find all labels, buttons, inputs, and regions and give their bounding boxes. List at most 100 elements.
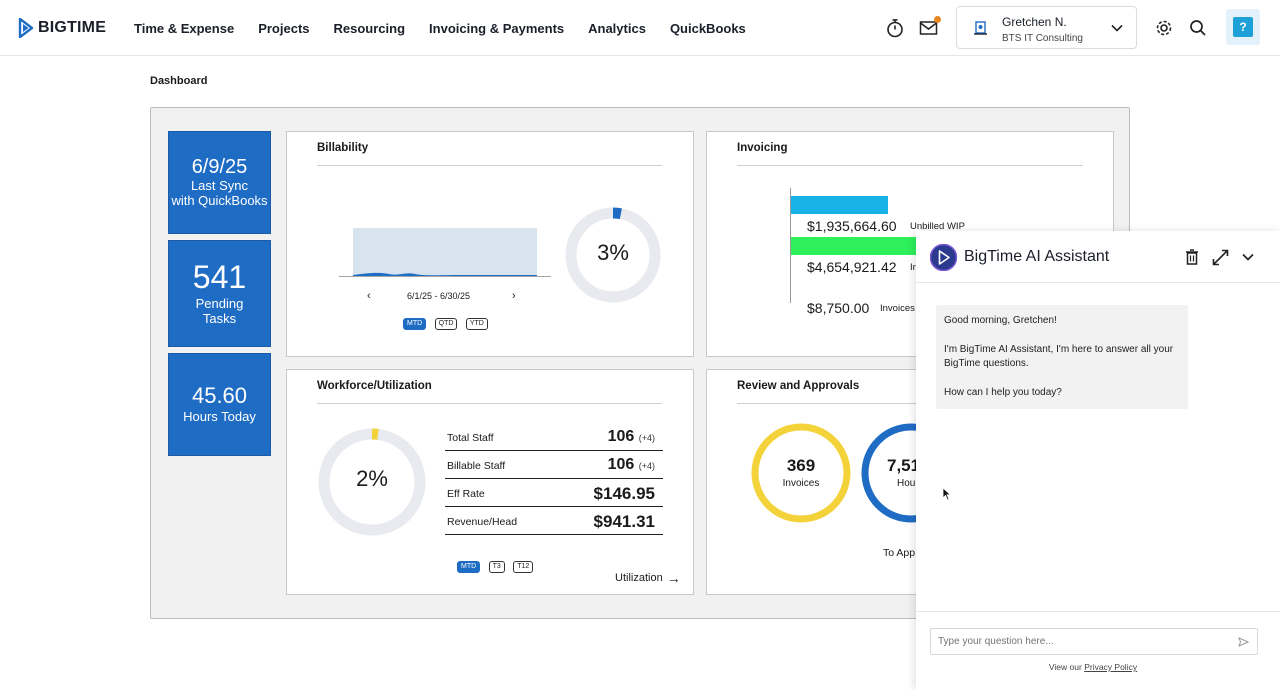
privacy-policy-link[interactable]: Privacy Policy <box>1084 662 1138 672</box>
utilization-link[interactable]: Utilization → <box>615 570 681 586</box>
invoicing-title: Invoicing <box>737 142 788 154</box>
expand-icon[interactable] <box>1212 249 1229 266</box>
nav-invoicing-payments[interactable]: Invoicing & Payments <box>429 20 565 36</box>
workforce-card: Workforce/Utilization 2% Total Staff 106… <box>286 369 694 595</box>
user-org: BTS IT Consulting <box>1002 33 1083 44</box>
sync-date: 6/9/25 <box>191 155 248 178</box>
hours-count: 7,51 <box>887 456 921 475</box>
nav-resourcing[interactable]: Resourcing <box>333 20 406 36</box>
metric-name: Eff Rate <box>447 488 485 500</box>
mail-icon[interactable] <box>917 16 941 40</box>
unbilled-wip-label: Unbilled WIP <box>910 221 965 232</box>
invoicing-axis <box>790 188 791 303</box>
top-bar: BIGTIME Time & Expense Projects Resourci… <box>0 0 1280 56</box>
divider <box>317 403 662 404</box>
workforce-period-toggle: MTD T3 T12 <box>455 555 535 573</box>
question-input[interactable] <box>930 628 1258 655</box>
invoices-count: 369 <box>786 456 816 475</box>
billability-area-chart <box>339 228 551 277</box>
assistant-header: BigTime AI Assistant <box>916 231 1280 283</box>
metric-value: $941.31 <box>593 512 655 531</box>
prev-period-button[interactable]: ‹ <box>367 290 371 302</box>
next-period-button[interactable]: › <box>512 290 516 302</box>
invoiced-amount: $4,654,921.42 <box>807 259 897 275</box>
ai-assistant-panel: BigTime AI Assistant Good morning, Gretc… <box>916 231 1280 690</box>
pending-label-2: Tasks <box>202 310 237 326</box>
gear-icon[interactable] <box>1152 16 1176 40</box>
assistant-message: Good morning, Gretchen! I'm BigTime AI A… <box>936 305 1188 409</box>
metric-row-eff-rate: Eff Rate $146.95 <box>445 479 663 507</box>
search-icon[interactable] <box>1186 16 1210 40</box>
invoiced-bar <box>791 237 917 255</box>
quickbooks-sync-tile[interactable]: 6/9/25 Last Sync with QuickBooks <box>168 131 271 234</box>
invoices-label: Invoices <box>782 478 820 489</box>
nav-projects[interactable]: Projects <box>258 20 310 36</box>
hours-label: Hou <box>897 478 916 489</box>
intro-text: I'm BigTime AI Assistant, I'm here to an… <box>944 343 1174 370</box>
nav-analytics[interactable]: Analytics <box>588 20 646 36</box>
logo-text: BIGTIME <box>38 19 107 36</box>
metric-value: 106 (+4) <box>607 456 655 473</box>
period-ytd[interactable]: YTD <box>465 318 488 330</box>
user-name: Gretchen N. <box>1002 15 1067 29</box>
assistant-logo-icon <box>930 244 957 271</box>
workforce-title: Workforce/Utilization <box>317 380 432 392</box>
billability-date-range: 6/1/25 - 6/30/25 <box>407 291 471 301</box>
invoiced-label: In <box>910 262 918 273</box>
hours-today-tile[interactable]: 45.60 Hours Today <box>168 353 271 456</box>
divider <box>737 165 1083 166</box>
notification-dot <box>934 16 941 23</box>
policy-prefix: View our <box>1048 662 1082 672</box>
hours-today-value: 45.60 <box>191 382 248 408</box>
bigtime-logo-icon <box>18 18 34 38</box>
pending-tasks-tile[interactable]: 541 Pending Tasks <box>168 240 271 347</box>
metric-row-total-staff: Total Staff 106 (+4) <box>445 423 663 451</box>
assistant-footer: View our Privacy Policy <box>916 611 1280 690</box>
metric-value: 106 (+4) <box>607 428 655 445</box>
chevron-down-icon[interactable] <box>1242 253 1254 262</box>
invoices-label: Invoices <box>880 303 915 314</box>
billability-title: Billability <box>317 142 369 154</box>
hours-today-label: Hours Today <box>183 408 256 424</box>
send-icon[interactable] <box>1238 637 1249 647</box>
unbilled-wip-amount: $1,935,664.60 <box>807 218 897 234</box>
utilization-donut <box>318 428 426 536</box>
bigtime-logo[interactable]: BIGTIME <box>18 16 106 40</box>
invoices-approval-ring[interactable] <box>749 421 853 525</box>
nav-time-expense[interactable]: Time & Expense <box>134 20 235 36</box>
pending-label-1: Pending <box>195 295 244 311</box>
billability-card: Billability ‹ 6/1/25 - 6/30/25 › MTD QTD… <box>286 131 694 357</box>
nav-quickbooks[interactable]: QuickBooks <box>669 20 746 36</box>
period-qtd[interactable]: QTD <box>434 318 458 330</box>
divider <box>317 165 662 166</box>
invoices-amount: $8,750.00 <box>807 300 870 316</box>
user-menu[interactable]: Gretchen N. BTS IT Consulting <box>956 6 1137 49</box>
trash-icon[interactable] <box>1185 249 1199 265</box>
main-nav: Time & Expense Projects Resourcing Invoi… <box>134 0 770 56</box>
question-text: How can I help you today? <box>944 386 1062 398</box>
billability-donut <box>565 207 661 303</box>
greeting-text: Good morning, Gretchen! <box>944 315 1057 326</box>
period-t3[interactable]: T3 <box>488 561 505 573</box>
period-mtd[interactable]: MTD <box>403 318 427 330</box>
chevron-down-icon <box>1111 24 1123 32</box>
help-button[interactable]: ? <box>1226 9 1260 45</box>
metric-name: Total Staff <box>447 432 494 444</box>
sync-label-1: Last Sync <box>190 177 249 193</box>
billability-percent: 3% <box>597 240 629 265</box>
mouse-cursor-icon <box>942 487 952 501</box>
metric-name: Revenue/Head <box>447 516 518 528</box>
help-icon: ? <box>1233 17 1253 37</box>
period-mtd[interactable]: MTD <box>457 561 481 573</box>
billability-period-toggle: MTD QTD YTD <box>401 312 490 330</box>
assistant-title: BigTime AI Assistant <box>964 248 1110 265</box>
divider <box>737 403 1083 404</box>
unbilled-wip-bar <box>791 196 888 214</box>
to-approve-link[interactable]: To App <box>883 547 916 559</box>
utilization-percent: 2% <box>356 466 388 491</box>
period-t12[interactable]: T12 <box>513 561 534 573</box>
stopwatch-icon[interactable] <box>883 16 907 40</box>
metric-value: $146.95 <box>593 484 655 503</box>
metric-row-billable-staff: Billable Staff 106 (+4) <box>445 451 663 479</box>
building-icon <box>974 21 987 35</box>
